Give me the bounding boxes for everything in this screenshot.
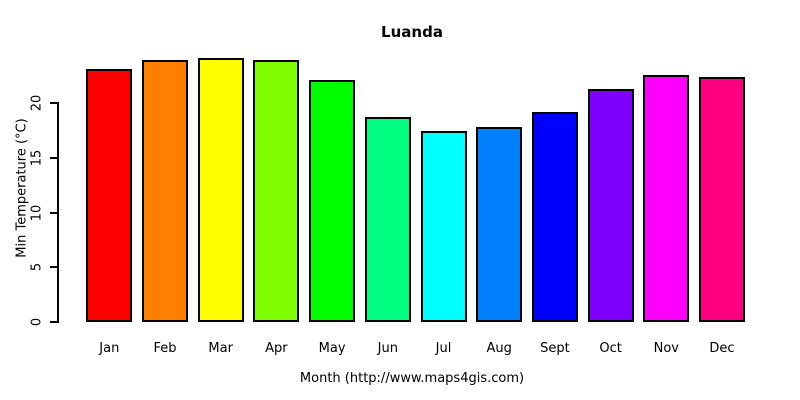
y-tick-label: 5 <box>29 263 45 272</box>
bar-apr <box>253 60 300 322</box>
bar-dec <box>699 76 745 322</box>
y-tick <box>50 156 58 159</box>
bar-jan <box>86 69 133 322</box>
y-tick-label: 0 <box>29 317 45 327</box>
x-category-label-aug: Aug <box>486 341 512 356</box>
y-tick-label: 10 <box>29 204 45 221</box>
bar-may <box>309 80 356 322</box>
bar-sept <box>531 111 578 322</box>
y-tick <box>50 102 58 104</box>
y-tick <box>50 266 58 269</box>
x-category-label-nov: Nov <box>653 341 679 356</box>
y-tick <box>50 211 58 214</box>
bar-aug <box>476 127 523 322</box>
x-category-label-jun: Jun <box>377 341 398 356</box>
bar-oct <box>587 88 634 322</box>
chart-title: Luanda <box>381 23 443 41</box>
x-axis-label: Month (http://www.maps4gis.com) <box>299 371 525 386</box>
x-category-label-oct: Oct <box>599 341 622 356</box>
x-category-label-feb: Feb <box>153 341 177 356</box>
bar-feb <box>142 60 188 322</box>
bar-jul <box>420 131 467 322</box>
x-category-label-jul: Jul <box>435 341 452 356</box>
bar-jun <box>364 117 411 322</box>
y-axis-label: Min Temperature (°C) <box>14 118 30 258</box>
x-category-label-jan: Jan <box>99 341 120 356</box>
x-category-label-mar: Mar <box>208 341 233 356</box>
x-category-label-sept: Sept <box>540 341 570 356</box>
y-axis-line <box>57 102 59 323</box>
y-tick-label: 15 <box>29 149 45 167</box>
x-category-label-may: May <box>318 341 346 356</box>
y-tick <box>50 321 58 323</box>
x-category-label-apr: Apr <box>265 341 288 356</box>
x-category-label-dec: Dec <box>709 341 735 356</box>
y-tick-label: 20 <box>29 94 45 112</box>
bar-mar <box>197 58 244 322</box>
bar-nov <box>643 74 690 322</box>
